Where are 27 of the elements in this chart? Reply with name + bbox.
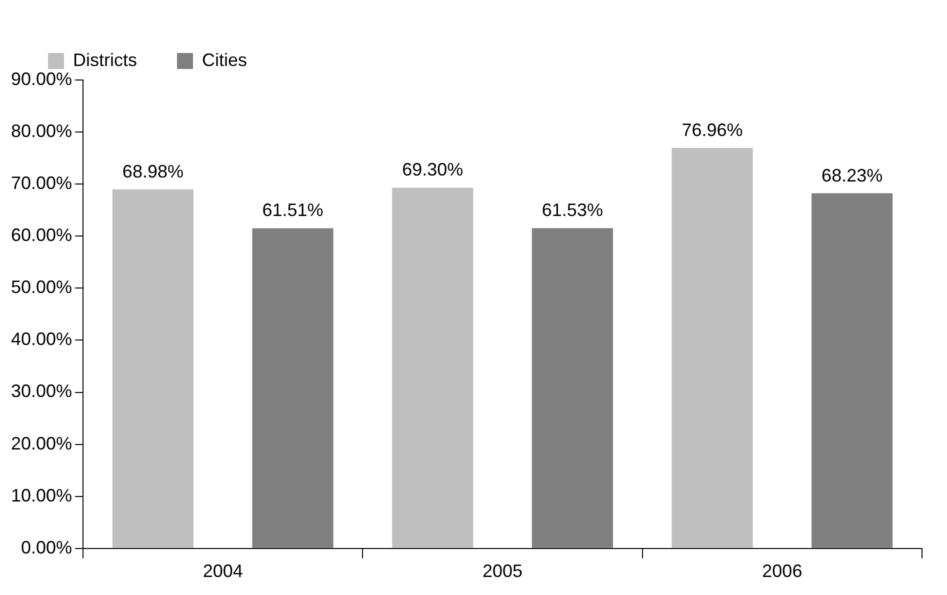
bar <box>392 188 474 548</box>
y-tick-label: 70.00% <box>10 173 72 194</box>
bar <box>812 193 893 548</box>
y-tick-label: 90.00% <box>10 68 72 89</box>
bar <box>252 228 334 548</box>
y-tick-label: 50.00% <box>10 277 72 298</box>
y-tick-label: 10.00% <box>10 485 72 506</box>
y-tick-label: 40.00% <box>10 329 72 350</box>
x-tick-label: 2006 <box>762 561 802 582</box>
x-tick-label: 2005 <box>482 561 523 582</box>
y-tick-label: 30.00% <box>10 381 72 402</box>
data-label: 76.96% <box>682 120 743 140</box>
legend-label: Districts <box>73 50 137 70</box>
bar <box>672 148 753 548</box>
data-label: 68.23% <box>822 165 883 186</box>
y-tick-label: 20.00% <box>10 433 72 454</box>
data-label: 69.30% <box>402 160 464 180</box>
data-label: 61.53% <box>542 200 603 220</box>
bar <box>112 189 194 548</box>
y-tick-label: 80.00% <box>10 121 72 142</box>
legend-label: Cities <box>202 50 248 70</box>
x-tick-label: 2004 <box>202 561 243 582</box>
y-tick-label: 60.00% <box>10 225 72 246</box>
data-label: 68.98% <box>122 161 184 182</box>
y-tick-label: 0.00% <box>21 537 72 558</box>
bar <box>532 228 613 548</box>
data-label: 61.51% <box>262 200 324 220</box>
